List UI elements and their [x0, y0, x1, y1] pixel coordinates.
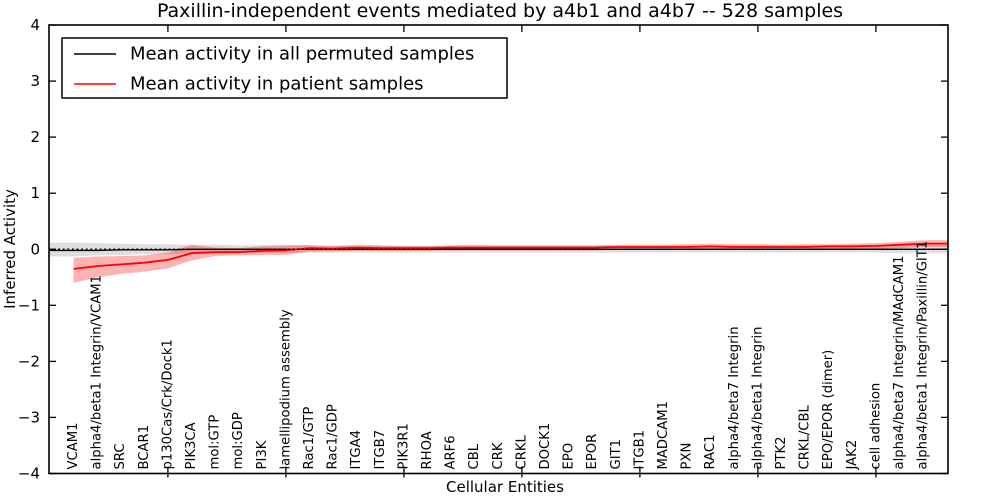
x-category-label: EPO — [562, 443, 577, 470]
x-category-label: PXN — [680, 443, 695, 470]
confidence-band-1 — [73, 240, 948, 283]
y-tick-label: 0 — [30, 240, 40, 258]
mean-line-0 — [49, 248, 948, 252]
y-tick-label: 3 — [30, 72, 40, 90]
x-category-label: alpha4/beta1 Integrin — [750, 326, 765, 469]
x-category-label: DOCK1 — [538, 423, 553, 470]
y-tick-label: −3 — [18, 408, 40, 426]
chart-layers — [49, 240, 948, 283]
x-category-label: PTK2 — [774, 436, 789, 469]
x-category-label: CRK — [491, 442, 506, 469]
x-category-label: JAK2 — [845, 440, 860, 471]
x-category-label: RAC1 — [703, 434, 718, 469]
x-category-label: mol:GDP — [231, 412, 246, 469]
x-category-label: p130Cas/Crk/Dock1 — [160, 339, 175, 469]
y-tick-label: −1 — [18, 296, 40, 314]
y-axis-label: Inferred Activity — [1, 189, 19, 309]
x-category-label: GIT1 — [609, 439, 624, 470]
x-category-label: MADCAM1 — [656, 401, 671, 470]
x-category-label: Rac1/GTP — [302, 407, 317, 470]
x-category-label: alpha4/beta1 Integrin/Paxillin/GIT1 — [916, 241, 931, 470]
x-category-label: CBL — [467, 443, 482, 469]
x-category-label: ITGB7 — [373, 430, 388, 470]
axis-ticks — [49, 24, 948, 478]
legend: Mean activity in all permuted samples Me… — [61, 37, 508, 99]
x-category-label: RHOA — [420, 431, 435, 469]
x-category-label: ITGA4 — [349, 430, 364, 470]
x-category-label: lamellipodium assembly — [278, 309, 293, 469]
x-category-label: ARF6 — [444, 435, 459, 469]
x-category-label: EPOR — [585, 434, 600, 470]
legend-label-permuted: Mean activity in all permuted samples — [130, 44, 474, 65]
y-tick-label: −4 — [18, 465, 40, 483]
y-tick-label: 2 — [30, 128, 40, 146]
x-category-label: CRKL — [514, 434, 529, 469]
x-category-label: VCAM1 — [66, 422, 81, 469]
x-category-label: Rac1/GDP — [326, 404, 341, 469]
x-category-label: cell adhesion — [868, 383, 883, 470]
x-category-label: BCAR1 — [137, 425, 152, 470]
x-category-label: mol:GTP — [208, 415, 223, 470]
y-tick-label: −2 — [18, 352, 40, 370]
x-category-label: EPO/EPOR (dimer) — [821, 350, 836, 470]
x-category-label: alpha4/beta7 Integrin — [727, 326, 742, 469]
legend-label-patient: Mean activity in patient samples — [130, 74, 424, 95]
x-category-label: alpha4/beta1 Integrin/VCAM1 — [90, 275, 105, 470]
axis-tick-labels: −4 −3 −2 −1 0 1 2 3 4 VCAM1 alpha4/beta1 Integrin/… — [18, 16, 931, 483]
y-tick-label: 1 — [30, 184, 40, 202]
x-category-label: CRKL/CBL — [798, 404, 813, 469]
x-axis-label: Cellular Entities — [446, 478, 564, 496]
x-category-label: SRC — [113, 443, 128, 469]
x-category-label: ITGB1 — [632, 430, 647, 470]
legend-box — [61, 37, 508, 99]
chart-title: Paxillin-independent events mediated by … — [157, 0, 843, 22]
y-tick-label: 4 — [30, 16, 40, 34]
x-category-label: PI3K — [255, 440, 270, 469]
x-category-label: PIK3R1 — [396, 423, 411, 469]
mean-line-1 — [73, 242, 948, 270]
x-category-label: alpha4/beta7 Integrin/MAdCAM1 — [892, 255, 907, 469]
x-category-label: PIK3CA — [184, 422, 199, 469]
